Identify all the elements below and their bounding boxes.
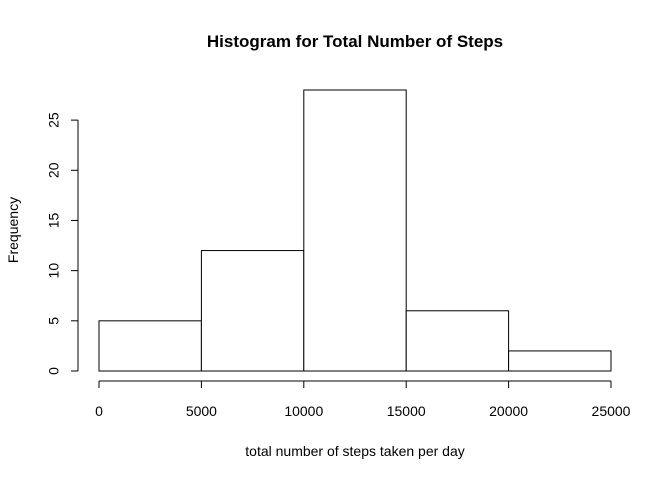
- y-tick-label: 0: [46, 367, 62, 375]
- y-tick-label: 15: [46, 212, 62, 228]
- x-tick-label: 25000: [592, 403, 631, 419]
- histogram-bar-1: [98, 320, 202, 372]
- x-tick-label: 20000: [489, 403, 528, 419]
- y-axis: 0 5 10 15 20 25: [46, 112, 79, 375]
- y-axis-label: Frequency: [5, 197, 21, 263]
- bars-group: [98, 89, 612, 372]
- x-axis: 0 5000 10000 15000 20000 25000: [95, 380, 631, 419]
- histogram-bar-3: [303, 89, 407, 372]
- x-axis-label: total number of steps taken per day: [245, 443, 464, 459]
- y-tick-label: 20: [46, 162, 62, 178]
- chart-title: Histogram for Total Number of Steps: [207, 32, 503, 51]
- y-tick-label: 5: [46, 317, 62, 325]
- histogram-bar-5: [508, 350, 612, 372]
- y-tick-label: 10: [46, 263, 62, 279]
- x-tick-label: 5000: [186, 403, 217, 419]
- histogram-bar-4: [405, 310, 510, 372]
- x-tick-label: 10000: [284, 403, 323, 419]
- y-tick-label: 25: [46, 112, 62, 128]
- x-tick-label: 15000: [387, 403, 426, 419]
- x-tick-label: 0: [95, 403, 103, 419]
- histogram-bar-2: [200, 250, 305, 372]
